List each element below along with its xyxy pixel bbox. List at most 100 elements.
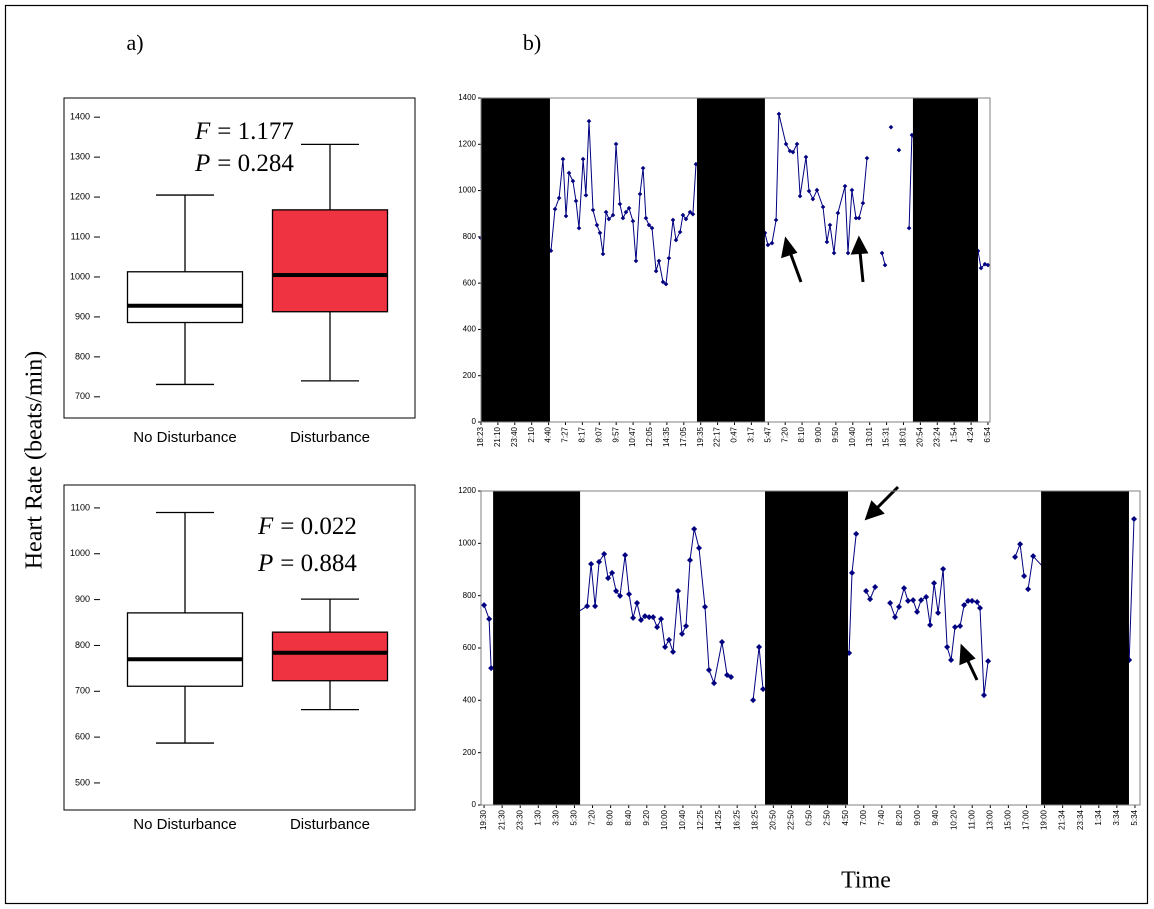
marker xyxy=(649,225,655,231)
marker xyxy=(683,216,689,222)
marker xyxy=(563,213,569,219)
marker xyxy=(690,211,696,217)
x-tick-label: 9:57 xyxy=(611,426,620,442)
y-tick-label: 600 xyxy=(75,731,90,741)
marker xyxy=(974,598,981,605)
x-tick-label: 22:50 xyxy=(787,809,796,830)
marker xyxy=(592,603,599,610)
y-tick-label: 600 xyxy=(463,643,477,652)
box xyxy=(126,612,244,687)
annotation-text: = 1.177 xyxy=(217,118,294,145)
marker xyxy=(965,597,972,604)
x-tick-label: 10:40 xyxy=(848,426,857,447)
x-tick-label: 9:40 xyxy=(931,809,940,825)
x-tick-label: 12:25 xyxy=(696,809,705,830)
marker xyxy=(650,614,657,621)
marker xyxy=(769,240,775,246)
x-tick-label: 4:50 xyxy=(841,809,850,825)
marker xyxy=(856,215,862,221)
annotation-text: = 0.884 xyxy=(280,550,357,577)
box xyxy=(271,209,389,313)
marker xyxy=(797,193,803,199)
box xyxy=(271,631,389,682)
x-tick-label: 21:34 xyxy=(1058,809,1067,830)
x-tick-label: 20:50 xyxy=(768,809,777,830)
marker xyxy=(584,603,591,610)
marker xyxy=(679,630,686,637)
x-tick-label: 13:01 xyxy=(865,426,874,447)
marker xyxy=(872,584,879,591)
annotation-symbol: F xyxy=(257,513,274,540)
marker xyxy=(824,239,830,245)
marker xyxy=(670,217,676,223)
night-band xyxy=(912,98,979,422)
x-tick-label: 19:30 xyxy=(479,809,488,830)
marker xyxy=(940,565,947,572)
x-tick-label: 7:20 xyxy=(588,809,597,825)
marker xyxy=(566,170,572,176)
marker xyxy=(931,580,938,587)
x-tick-label: 23:24 xyxy=(932,426,941,447)
marker xyxy=(923,593,930,600)
y-tick-label: 0 xyxy=(472,800,477,809)
marker xyxy=(711,680,718,687)
marker xyxy=(910,597,917,604)
marker xyxy=(626,205,632,211)
marker xyxy=(601,551,608,558)
marker xyxy=(814,187,820,193)
marker xyxy=(677,229,683,235)
x-tick-label: 13:00 xyxy=(985,809,994,830)
night-band xyxy=(765,491,849,805)
x-tick-label: 23:30 xyxy=(515,809,524,830)
marker xyxy=(594,222,600,228)
marker xyxy=(1131,515,1138,522)
y-tick-label: 1000 xyxy=(458,186,476,195)
marker xyxy=(773,217,779,223)
x-tick-label: 10:40 xyxy=(678,809,687,830)
marker xyxy=(637,191,643,197)
marker xyxy=(776,111,782,117)
marker xyxy=(609,569,616,576)
marker xyxy=(646,614,653,621)
y-tick-label: 200 xyxy=(463,371,477,380)
y-tick-label: 1100 xyxy=(71,502,90,512)
marker xyxy=(580,156,586,162)
y-axis-label: Heart Rate (beats/min) xyxy=(22,351,48,570)
x-tick-label: 10:47 xyxy=(628,426,637,447)
x-tick-label: 4:40 xyxy=(544,426,553,442)
arrow-head xyxy=(959,643,976,666)
marker xyxy=(626,591,633,598)
marker xyxy=(952,624,959,631)
marker xyxy=(548,248,554,254)
marker xyxy=(556,195,562,201)
panel-label: a) xyxy=(126,30,143,55)
x-tick-label: 8:40 xyxy=(624,809,633,825)
x-tick-label: 4:24 xyxy=(966,426,975,442)
marker xyxy=(879,250,885,256)
marker xyxy=(790,149,796,155)
x-tick-label: Disturbance xyxy=(290,816,370,833)
marker xyxy=(944,643,951,650)
marker xyxy=(969,597,976,604)
x-tick-label: 21:10 xyxy=(493,426,502,447)
marker xyxy=(906,225,912,231)
marker xyxy=(835,210,841,216)
x-tick-label: 1:34 xyxy=(1094,809,1103,825)
marker xyxy=(848,569,855,576)
x-tick-label: 5:34 xyxy=(1130,809,1139,825)
marker xyxy=(985,658,992,665)
y-tick-label: 1000 xyxy=(70,548,90,558)
marker xyxy=(1017,541,1024,548)
marker xyxy=(927,621,934,628)
y-tick-label: 900 xyxy=(75,311,90,321)
marker xyxy=(600,251,606,257)
y-tick-label: 1100 xyxy=(71,231,90,241)
marker xyxy=(613,141,619,147)
x-tick-label: 9:07 xyxy=(594,426,603,442)
marker xyxy=(980,692,987,699)
marker xyxy=(486,615,493,622)
marker xyxy=(750,697,757,704)
marker xyxy=(630,614,637,621)
marker xyxy=(573,198,579,204)
night-band xyxy=(1041,491,1129,805)
